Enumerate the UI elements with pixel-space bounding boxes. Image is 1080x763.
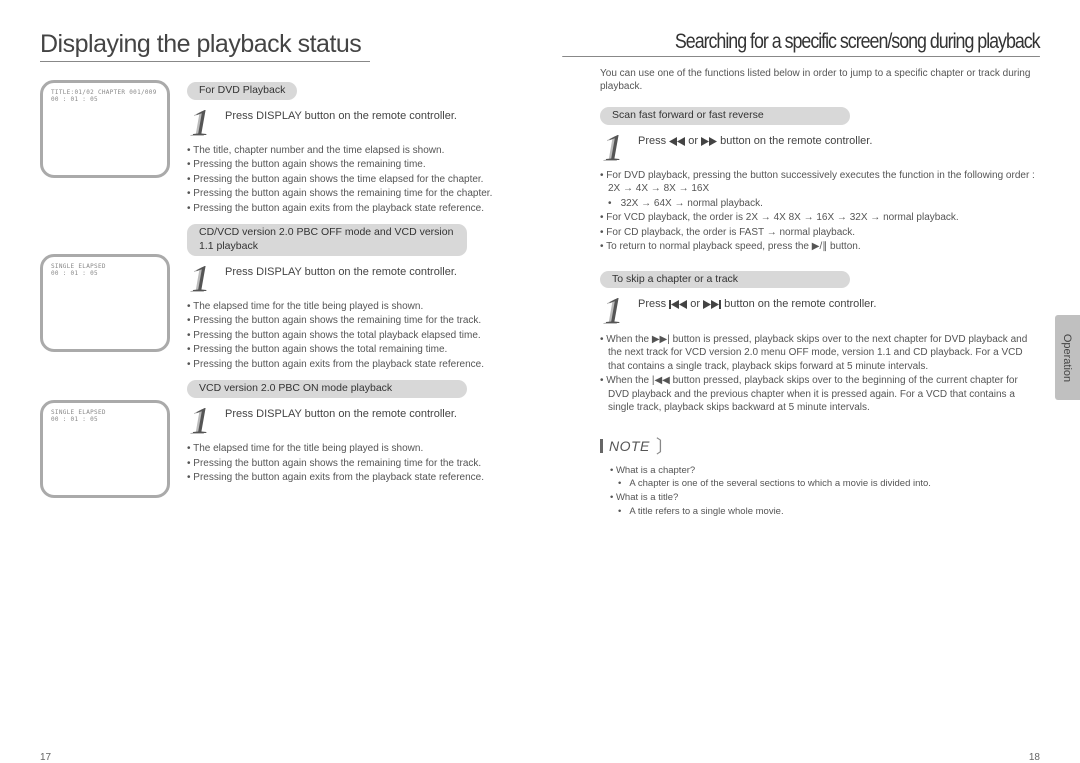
bullets-dvd: The title, chapter number and the time e…	[187, 144, 520, 216]
pill-vcd2: VCD version 2.0 PBC ON mode playback	[187, 380, 467, 398]
pill-dvd: For DVD Playback	[187, 82, 297, 100]
rewind-icon	[669, 135, 685, 147]
fast-forward-icon	[701, 135, 717, 147]
page-number-right: 18	[1029, 752, 1040, 763]
step-text: Press DISPLAY button on the remote contr…	[225, 106, 457, 124]
section-vcd2: SINGLE ELAPSED 00 : 01 : 05 VCD version …	[40, 380, 520, 498]
note-heading: NOTE 〕	[600, 433, 1040, 459]
section-dvd: TITLE:01/02 CHAPTER 001/009 00 : 01 : 05…	[40, 80, 520, 216]
pill-cdvcd: CD/VCD version 2.0 PBC OFF mode and VCD …	[187, 224, 467, 255]
page-title-left: Displaying the playback status	[40, 30, 370, 62]
tv-thumbnail-3: SINGLE ELAPSED 00 : 01 : 05	[40, 400, 170, 498]
skip-back-icon	[669, 298, 687, 310]
tv-thumbnail-2: SINGLE ELAPSED 00 : 01 : 05	[40, 254, 170, 352]
pill-scan: Scan fast forward or fast reverse	[600, 107, 850, 125]
step-text: Press DISPLAY button on the remote contr…	[225, 262, 457, 280]
page-number-left: 17	[40, 752, 51, 763]
step-number-icon: 1	[187, 404, 215, 438]
bullets-cdvcd: The elapsed time for the title being pla…	[187, 300, 520, 372]
step-number-icon: 1	[600, 294, 628, 328]
step-text-scan: Press or button on the remote controller…	[638, 131, 872, 149]
note-bracket-icon: 〕	[656, 433, 674, 459]
tv-thumbnail-1: TITLE:01/02 CHAPTER 001/009 00 : 01 : 05	[40, 80, 170, 178]
bullets-skip: When the ▶▶| button is pressed, playback…	[600, 333, 1040, 415]
step-number-icon: 1	[600, 131, 628, 165]
skip-forward-icon	[703, 298, 721, 310]
note-bullets: What is a chapter? • A chapter is one of…	[560, 465, 1040, 519]
pill-skip: To skip a chapter or a track	[600, 271, 850, 289]
step-text: Press DISPLAY button on the remote contr…	[225, 404, 457, 422]
step-number-icon: 1	[187, 262, 215, 296]
page-title-right: Searching for a specific screen/song dur…	[563, 30, 1040, 57]
step-text-skip: Press or button on the remote controller…	[638, 294, 876, 312]
section-cdvcd: SINGLE ELAPSED 00 : 01 : 05 CD/VCD versi…	[40, 224, 520, 372]
left-page: Displaying the playback status TITLE:01/…	[40, 30, 520, 753]
bullets-vcd2: The elapsed time for the title being pla…	[187, 442, 520, 485]
right-page: Searching for a specific screen/song dur…	[560, 30, 1040, 753]
bullets-scan: For DVD playback, pressing the button su…	[600, 169, 1040, 254]
intro-text: You can use one of the functions listed …	[560, 67, 1040, 93]
note-bar-icon	[600, 439, 603, 453]
side-tab-operation: Operation	[1055, 315, 1080, 400]
step-number-icon: 1	[187, 106, 215, 140]
